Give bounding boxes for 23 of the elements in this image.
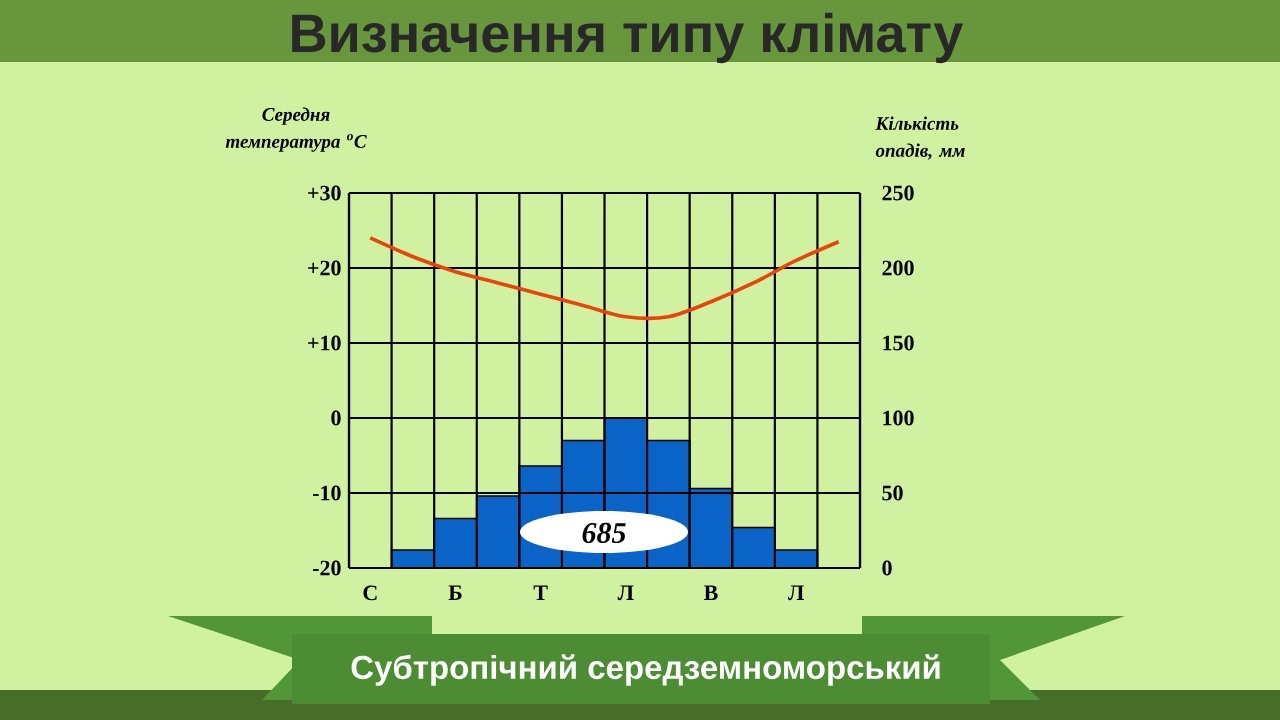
y2-axis-title: Кількість опадів, мм (875, 116, 965, 160)
y-tick-label: +10 (308, 335, 341, 351)
x-tick-label: Т (533, 585, 548, 600)
x-tick-label: В (703, 585, 718, 600)
y2-tick-label: 250 (882, 185, 914, 201)
y2-tick-label: 50 (882, 485, 903, 501)
chart-title: Визначення типу клімату (292, 12, 964, 64)
y-axis-title: Середня температура $^{o}$С (225, 107, 367, 152)
y2-tick-label: 0 (882, 560, 892, 576)
y-tick-label: -10 (312, 485, 341, 501)
text: Субтропічний середземноморський (351, 654, 940, 686)
y-tick-label: 0 (331, 410, 341, 426)
y2-tick-label: 150 (883, 335, 914, 351)
x-tick-label: Б (448, 585, 462, 600)
x-tick-label: Л (617, 585, 634, 601)
y2-tick-label: 100 (883, 410, 914, 426)
annotation: 685 (582, 522, 626, 544)
y-tick-label: +20 (308, 260, 341, 276)
x-tick-label: Л (787, 585, 804, 601)
x-tick-label: С (363, 585, 377, 601)
y2-tick-label: 200 (882, 260, 914, 276)
y-tick-label: -20 (312, 560, 341, 576)
y-tick-label: +30 (308, 185, 341, 201)
